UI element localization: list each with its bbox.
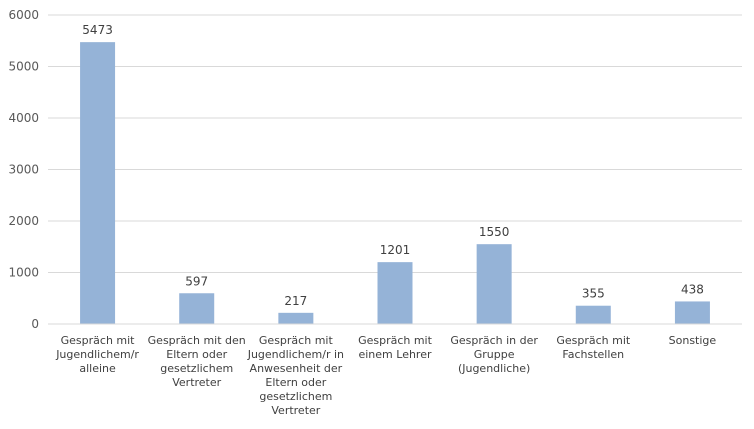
y-tick-label: 5000 (8, 60, 39, 74)
category-label: Gespräch mit Jugendlichem/r alleine (55, 334, 139, 375)
bars (80, 42, 710, 324)
category-label: Gespräch mit den Eltern oder gesetzlichem V… (148, 334, 246, 389)
data-label: 438 (681, 282, 704, 296)
bar (575, 305, 611, 324)
x-axis-category-labels: Gespräch mit Jugendlichem/r alleineGespräc… (55, 334, 716, 417)
y-axis-tick-labels: 0 1000 2000 3000 4000 5000 6000 (8, 8, 39, 331)
y-tick-label: 3000 (8, 163, 39, 177)
category-label: Gespräch mit Jugendlichem/r in Anwesenheit… (247, 334, 344, 417)
data-label: 217 (284, 294, 307, 308)
bar (179, 293, 215, 324)
data-label: 355 (582, 287, 605, 301)
category-label: Gespräch in der Gruppe (Jugendliche) (450, 334, 538, 375)
y-tick-label: 4000 (8, 111, 39, 125)
bar (674, 301, 710, 324)
y-tick-label: 0 (31, 317, 39, 331)
bar (278, 312, 314, 324)
data-label: 1550 (479, 225, 510, 239)
category-label: Sonstige (669, 334, 717, 347)
gridlines (48, 14, 742, 273)
data-label: 597 (185, 274, 208, 288)
data-label: 1201 (380, 243, 411, 257)
y-tick-label: 6000 (8, 8, 39, 22)
bar (476, 244, 512, 324)
category-label: Gespräch mit einem Lehrer (358, 334, 433, 361)
data-labels: 5473 597 217 1201 1550 355 438 (82, 23, 704, 308)
bar (377, 262, 413, 324)
data-label: 5473 (82, 23, 113, 37)
category-label: Gespräch mit Fachstellen (556, 334, 631, 361)
y-tick-label: 1000 (8, 266, 39, 280)
bar (80, 42, 116, 324)
y-tick-label: 2000 (8, 214, 39, 228)
